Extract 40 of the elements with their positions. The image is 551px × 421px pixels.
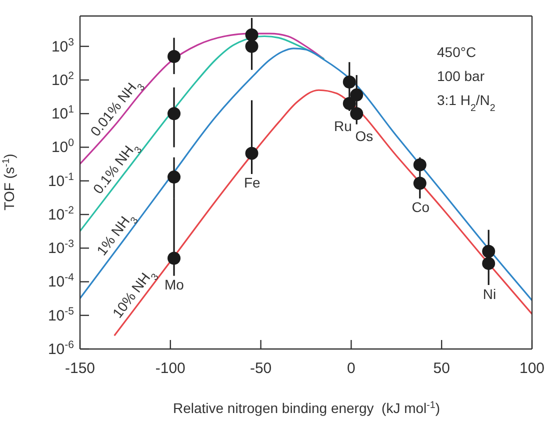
annotation: 3:1 H$_{2}$/N$_{2}$ <box>437 92 496 114</box>
y-tick-label: 10$^{-1}$ <box>48 170 74 190</box>
annotation: Fe <box>244 174 261 190</box>
x-tick-label: -100 <box>155 360 186 377</box>
x-tick-label: 100 <box>519 360 545 377</box>
annotation: 450°C <box>437 44 476 60</box>
point <box>245 28 258 42</box>
point <box>413 176 426 190</box>
annotation: Os <box>355 128 374 144</box>
y-tick-label: 10$^{-5}$ <box>48 305 74 324</box>
annotation: Mo <box>164 276 184 293</box>
x-axis-title: Relative nitrogen binding energy (kJ mol$^{-1}$) <box>172 400 440 416</box>
point <box>168 170 181 184</box>
y-tick-label: 10$^{-6}$ <box>48 339 74 358</box>
point <box>413 158 426 172</box>
point <box>245 40 258 53</box>
y-tick-label: 10$^{-2}$ <box>48 204 74 224</box>
point <box>350 107 364 120</box>
annotation: Ni <box>482 286 496 302</box>
point <box>168 107 181 120</box>
point <box>168 252 181 265</box>
point <box>350 88 364 102</box>
y-tick-label: 10$^{1}$ <box>51 104 74 123</box>
y-tick-label: 10$^{3}$ <box>51 36 74 56</box>
x-tick-label: -50 <box>250 360 272 377</box>
y-tick-label: 10$^{-4}$ <box>48 272 74 291</box>
y-tick-label: 10$^{0}$ <box>51 137 74 156</box>
annotation: Ru <box>334 118 352 134</box>
annotation: 100 bar <box>437 68 485 84</box>
annotation: Co <box>412 199 430 215</box>
point <box>245 146 258 160</box>
x-tick-label: -150 <box>64 360 96 377</box>
y-tick-label: 10$^{2}$ <box>51 70 74 89</box>
point <box>482 256 496 270</box>
point <box>482 244 496 258</box>
y-tick-label: 10$^{-3}$ <box>48 238 74 258</box>
x-tick-label: 50 <box>433 360 450 377</box>
x-tick-label: 0 <box>347 360 356 377</box>
point <box>342 76 356 89</box>
point <box>168 50 181 63</box>
